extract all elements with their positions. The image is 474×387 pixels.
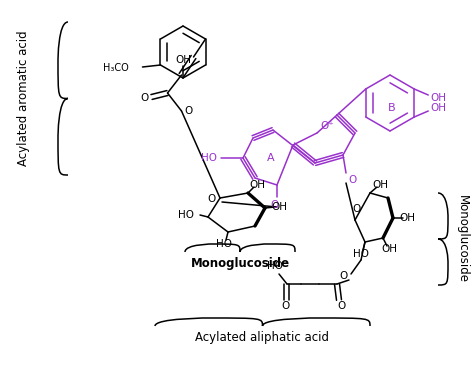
Text: Monoglucoside: Monoglucoside (456, 195, 468, 283)
Text: HO: HO (178, 210, 194, 220)
Text: O: O (340, 271, 348, 281)
Text: OH: OH (430, 103, 446, 113)
Text: HO: HO (201, 153, 217, 163)
Text: O: O (338, 301, 346, 311)
Text: O: O (349, 175, 357, 185)
Text: HO: HO (353, 249, 369, 259)
Text: OH: OH (430, 93, 446, 103)
Text: HO: HO (216, 239, 232, 249)
Text: O: O (282, 301, 290, 311)
Text: OH: OH (175, 55, 191, 65)
Text: Acylated aliphatic acid: Acylated aliphatic acid (195, 332, 329, 344)
Text: O: O (208, 195, 216, 204)
Text: O: O (271, 200, 279, 210)
Text: O: O (352, 204, 361, 214)
Text: Acylated aromatic acid: Acylated aromatic acid (18, 30, 30, 166)
Text: A: A (267, 153, 275, 163)
Text: OH: OH (381, 244, 397, 254)
Text: OH: OH (271, 202, 287, 212)
Text: O: O (184, 106, 192, 116)
Text: Monoglucoside: Monoglucoside (191, 257, 290, 269)
Text: H₃CO: H₃CO (103, 63, 128, 73)
Text: O: O (140, 93, 149, 103)
Text: OH: OH (249, 180, 265, 190)
Text: B: B (388, 103, 396, 113)
Text: OH: OH (372, 180, 388, 190)
Text: O⁺: O⁺ (320, 121, 334, 131)
Text: OH: OH (399, 213, 415, 223)
Text: HO: HO (267, 261, 283, 271)
